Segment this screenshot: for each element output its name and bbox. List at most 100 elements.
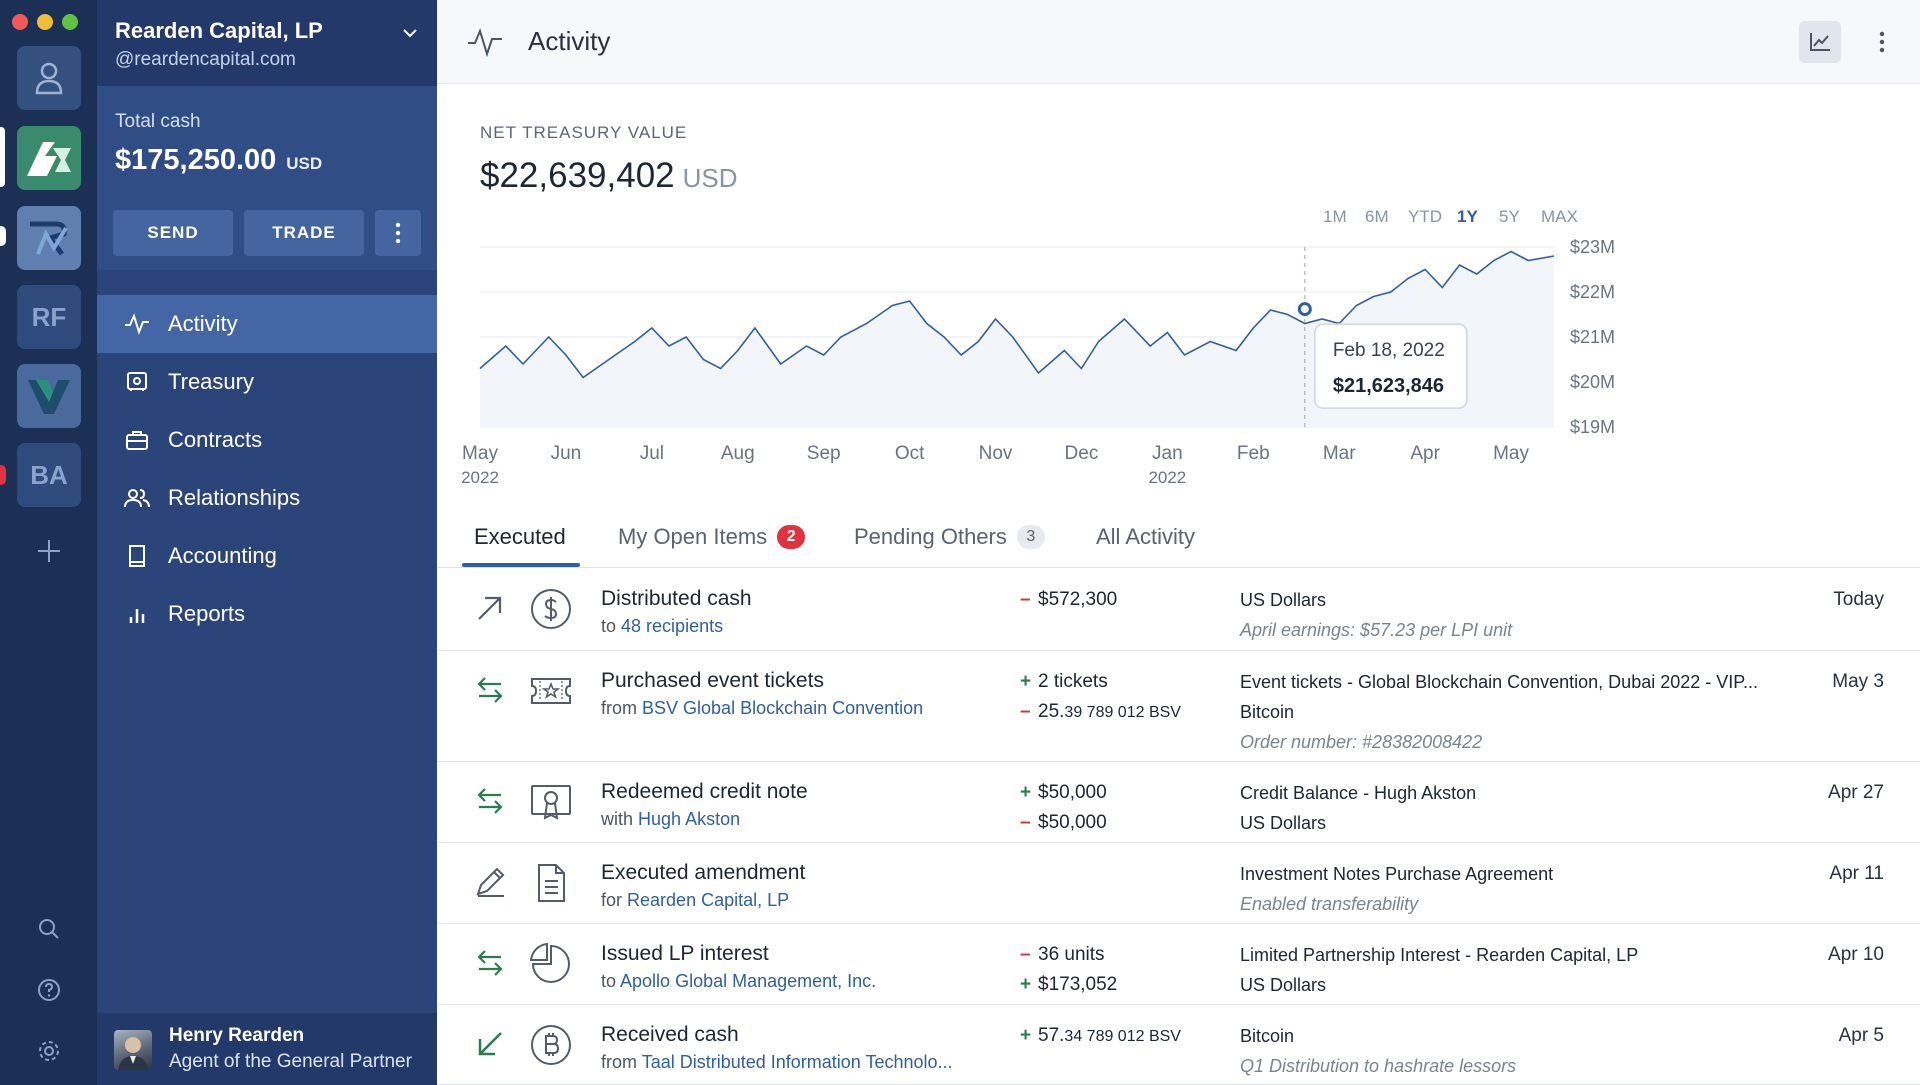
- certificate-icon: [531, 785, 571, 820]
- plus-sign: +: [1020, 671, 1032, 692]
- activity-preposition: for: [601, 890, 623, 910]
- range-1m[interactable]: 1M: [1323, 207, 1347, 226]
- x-tick-label: Feb: [1237, 443, 1270, 464]
- add-workspace-button[interactable]: [34, 536, 64, 566]
- activity-counterparty: from BSV Global Blockchain Convention: [601, 698, 923, 719]
- workspace-v-logo[interactable]: [17, 364, 81, 428]
- help-button[interactable]: [34, 975, 64, 1005]
- activity-row[interactable]: Purchased event tickets from BSV Global B…: [437, 651, 1920, 762]
- net-treasury-unit: USD: [682, 163, 738, 193]
- range-ytd[interactable]: YTD: [1408, 207, 1442, 226]
- chart-toggle-button[interactable]: [1799, 21, 1841, 63]
- activity-asset: US Dollars: [1240, 590, 1327, 610]
- activity-row[interactable]: Executed amendment for Rearden Capital, L…: [437, 843, 1920, 924]
- tab-executed[interactable]: Executed: [474, 524, 566, 550]
- trade-button[interactable]: TRADE: [244, 210, 364, 256]
- tab-all-activity[interactable]: All Activity: [1096, 524, 1195, 550]
- amount-value: $50,000: [1038, 812, 1107, 833]
- out-arrow-icon: [478, 596, 502, 620]
- x-tick-label: Jan: [1152, 443, 1183, 464]
- tab-count-badge: 3: [1016, 525, 1045, 549]
- counterparty-link[interactable]: Apollo Global Management, Inc.: [620, 971, 877, 991]
- nav-contracts[interactable]: Contracts: [97, 411, 437, 469]
- tab-my-open-items[interactable]: My Open Items 2: [618, 524, 806, 550]
- nav-treasury[interactable]: Treasury: [97, 353, 437, 411]
- close-window-button[interactable]: [12, 14, 28, 30]
- document-icon: [538, 864, 565, 902]
- search-icon: [39, 919, 59, 939]
- activity-preposition: from: [601, 698, 637, 718]
- activity-amount: –36 units: [1020, 944, 1105, 966]
- briefcase-icon: [122, 425, 152, 455]
- range-max[interactable]: MAX: [1541, 207, 1578, 226]
- nav-activity[interactable]: Activity: [97, 295, 437, 353]
- activity-row[interactable]: Distributed cash to 48 recipients – $572,30…: [437, 569, 1920, 651]
- plus-sign: +: [1020, 1025, 1032, 1046]
- more-actions-button[interactable]: [375, 210, 421, 256]
- total-cash-label: Total cash: [115, 111, 201, 132]
- nav-accounting[interactable]: Accounting: [97, 527, 437, 585]
- activity-asset: Limited Partnership Interest - Rearden C…: [1240, 945, 1639, 965]
- minimize-window-button[interactable]: [37, 14, 53, 30]
- settings-button[interactable]: [34, 1036, 64, 1066]
- line-chart-icon: [1810, 33, 1830, 51]
- maximize-window-button[interactable]: [62, 14, 78, 30]
- send-button[interactable]: SEND: [113, 210, 233, 256]
- activity-title: Purchased event tickets: [601, 669, 824, 692]
- amount-value: 57.: [1038, 1025, 1065, 1046]
- profile-tile[interactable]: [17, 46, 81, 110]
- x-tick-label: Dec: [1065, 443, 1099, 464]
- activity-amount: – $572,300: [1020, 589, 1117, 611]
- activity-row[interactable]: Redeemed credit note with Hugh Akston + $50…: [437, 762, 1920, 843]
- y-tick-label: $23M: [1570, 237, 1615, 257]
- tab-pending-others[interactable]: Pending Others 3: [854, 524, 1045, 550]
- workspace-rm-logo[interactable]: [17, 206, 81, 270]
- activity-preposition: with: [601, 809, 634, 829]
- minus-sign: –: [1020, 701, 1031, 722]
- nav-reports[interactable]: Reports: [97, 585, 437, 643]
- person-icon: [35, 62, 63, 95]
- amount-value: $572,300: [1038, 589, 1118, 610]
- counterparty-link[interactable]: Hugh Akston: [638, 809, 741, 829]
- activity-asset: US Dollars: [1240, 975, 1327, 995]
- counterparty-link[interactable]: 48 recipients: [621, 616, 724, 636]
- x-tick-label: Apr: [1410, 443, 1440, 464]
- counterparty-link[interactable]: BSV Global Blockchain Convention: [642, 698, 924, 718]
- activity-row[interactable]: Issued LP interest to Apollo Global Manag…: [437, 924, 1920, 1005]
- activity-note: Order number: #28382008422: [1240, 732, 1483, 752]
- workspace-rf[interactable]: RF: [17, 285, 81, 349]
- counterparty-link[interactable]: Rearden Capital, LP: [627, 890, 790, 910]
- workspace-ba[interactable]: BA: [17, 443, 81, 507]
- more-options-button[interactable]: [1867, 26, 1897, 58]
- search-button[interactable]: [34, 914, 64, 944]
- active-tab-underline: [462, 563, 580, 567]
- chart-highlight-point[interactable]: [1297, 302, 1312, 317]
- org-switcher[interactable]: Rearden Capital, LP @reardencapital.com: [97, 0, 437, 86]
- workspace-rc-logo[interactable]: [17, 126, 81, 190]
- amount-value: $173,052: [1038, 974, 1118, 995]
- chevron-down-icon[interactable]: [401, 24, 419, 42]
- plus-sign: +: [1020, 782, 1032, 803]
- amount-fraction: 39 789 012 BSV: [1064, 704, 1181, 721]
- activity-title: Redeemed credit note: [601, 780, 808, 803]
- activity-asset: Investment Notes Purchase Agreement: [1240, 864, 1554, 884]
- net-treasury-amount: $22,639,402: [480, 156, 675, 195]
- amount-value: 2 tickets: [1038, 671, 1108, 692]
- range-6m[interactable]: 6M: [1365, 207, 1389, 226]
- gear-icon: [39, 1041, 59, 1061]
- activity-date: Apr 5: [1838, 1025, 1884, 1046]
- activity-row[interactable]: Received cash from Taal Distributed Infor…: [437, 1005, 1920, 1085]
- activity-preposition: to: [601, 616, 617, 636]
- current-user[interactable]: Henry Rearden Agent of the General Partn…: [97, 1013, 437, 1085]
- range-5y[interactable]: 5Y: [1499, 207, 1520, 226]
- counterparty-link[interactable]: Taal Distributed Information Technolo...: [641, 1052, 953, 1072]
- help-icon: [38, 979, 60, 1001]
- header-bar: Activity: [437, 0, 1920, 84]
- nav-relationships[interactable]: Relationships: [97, 469, 437, 527]
- minus-sign: –: [1020, 944, 1031, 965]
- workspace-indicator: [0, 226, 6, 246]
- range-1y[interactable]: 1Y: [1457, 207, 1478, 226]
- total-cash-value: $175,250.00 USD: [115, 144, 322, 177]
- y-tick-label: $20M: [1570, 372, 1615, 392]
- x-tick-label: Aug: [721, 443, 755, 464]
